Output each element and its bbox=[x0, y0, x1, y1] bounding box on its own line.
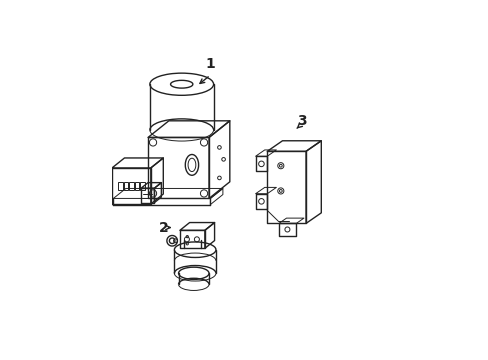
Text: 1: 1 bbox=[205, 57, 215, 71]
Bar bbox=[118, 181, 122, 190]
Bar bbox=[123, 181, 128, 190]
Bar bbox=[129, 181, 133, 190]
Bar bbox=[135, 181, 139, 190]
Text: 2: 2 bbox=[158, 221, 168, 234]
Bar bbox=[140, 181, 144, 190]
Text: 3: 3 bbox=[297, 114, 306, 128]
